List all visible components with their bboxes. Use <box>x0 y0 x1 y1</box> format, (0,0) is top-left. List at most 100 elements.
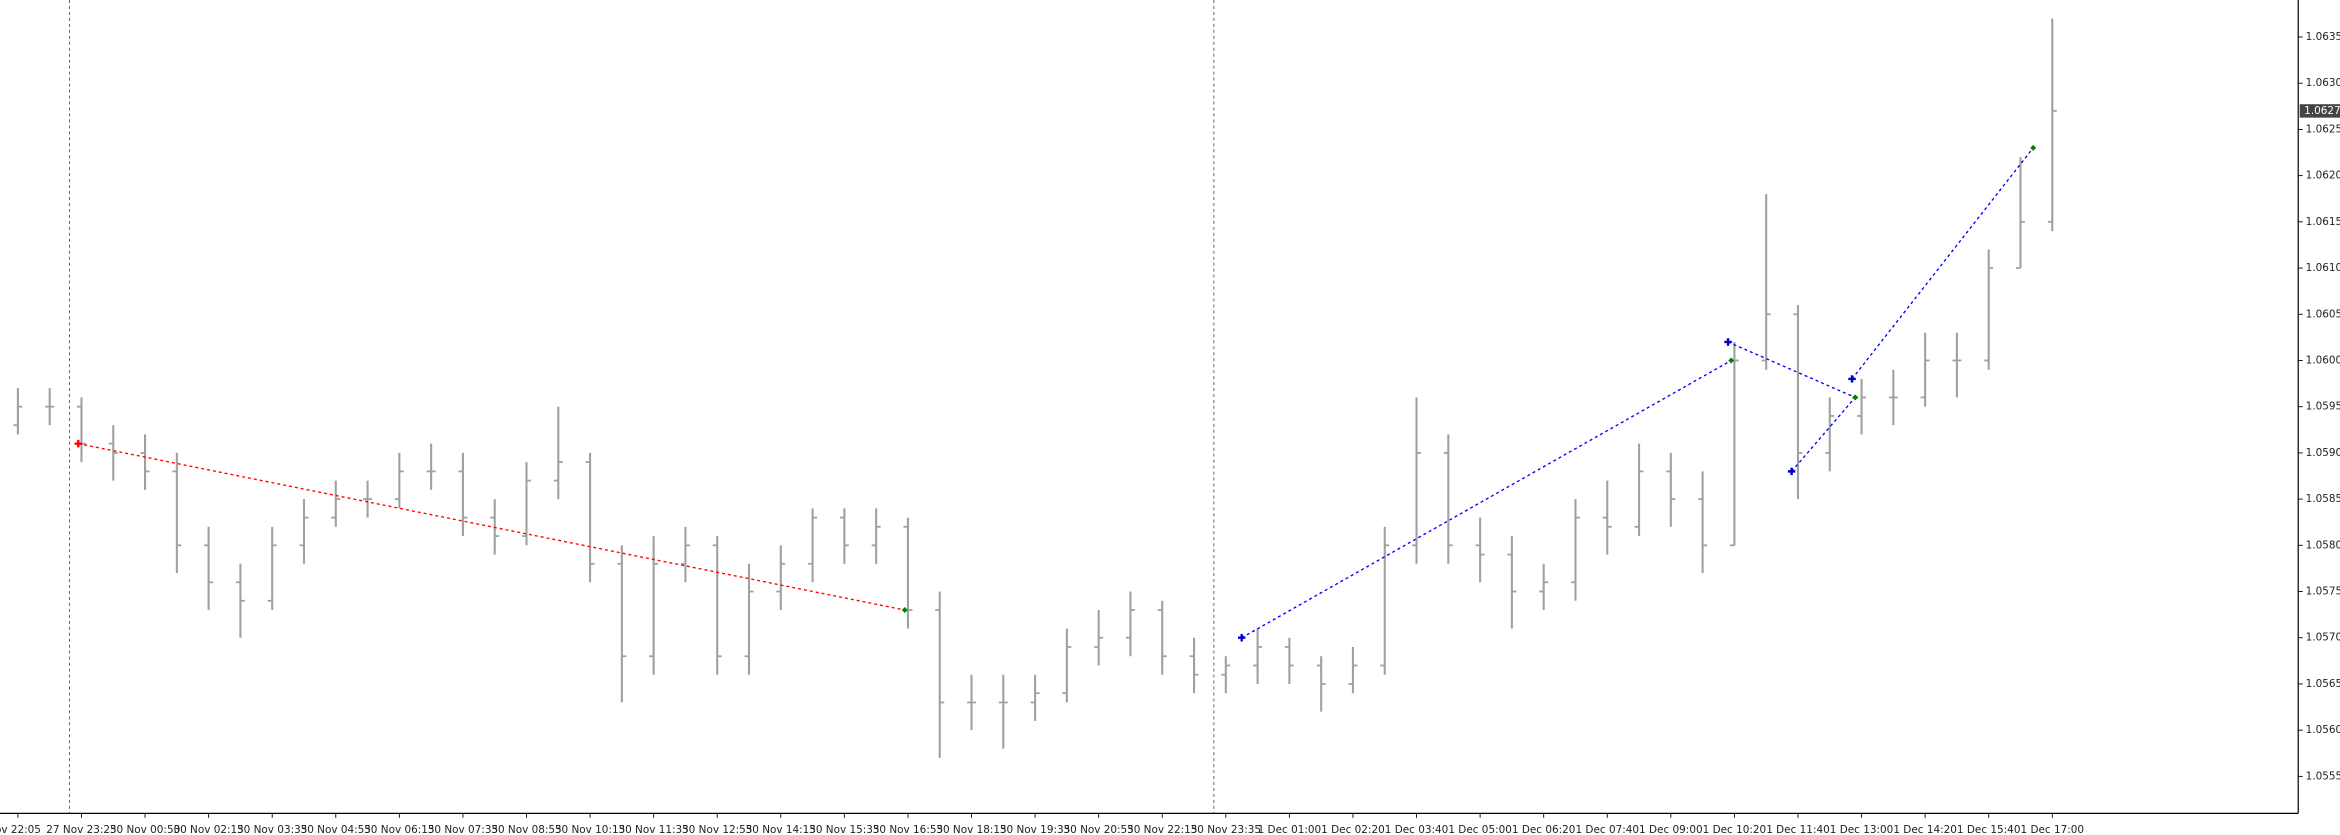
price-bar <box>77 397 86 463</box>
y-tick-label: 1.0560 <box>2306 724 2340 736</box>
price-bar <box>1221 656 1231 694</box>
trade-open-marker <box>1787 467 1796 476</box>
x-tick-label: 30 Nov 07:35 <box>428 824 498 835</box>
trade-close-marker <box>1852 394 1859 401</box>
x-tick-label: 1 Dec 15:40 <box>1957 824 2021 835</box>
price-bar <box>1125 591 1135 657</box>
price-bar <box>808 508 818 583</box>
x-tick-label: ov 22:05 <box>0 824 41 835</box>
x-tick-label: 30 Nov 02:15 <box>173 824 243 835</box>
price-bar <box>1570 499 1580 601</box>
y-tick-label: 1.0555 <box>2306 770 2340 782</box>
price-bar <box>776 545 786 611</box>
x-tick-label: 1 Dec 05:00 <box>1448 824 1512 835</box>
price-bar <box>1157 600 1167 675</box>
price-bar <box>744 563 754 675</box>
x-tick-label: 1 Dec 01:00 <box>1258 824 1322 835</box>
x-tick-label: 27 Nov 23:25 <box>46 824 116 835</box>
price-bar <box>363 480 373 518</box>
price-bar <box>1380 526 1390 675</box>
trade-open-marker <box>1724 338 1732 346</box>
y-tick-label: 1.0580 <box>2306 539 2340 551</box>
price-bar <box>1253 628 1263 684</box>
price-bar <box>1729 341 1739 547</box>
x-tick-label: 30 Nov 15:35 <box>809 824 879 835</box>
x-tick-label: 30 Nov 04:55 <box>301 824 371 835</box>
x-tick-label: 1 Dec 07:40 <box>1575 824 1639 835</box>
price-bar <box>839 508 849 564</box>
y-tick-label: 1.0610 <box>2306 262 2340 274</box>
x-tick-label: 1 Dec 17:00 <box>2020 824 2084 835</box>
price-bar <box>553 406 563 500</box>
x-tick-label: 30 Nov 19:35 <box>1000 824 1070 835</box>
x-tick-label: 30 Nov 16:55 <box>873 824 943 835</box>
x-tick-label: 30 Nov 08:55 <box>491 824 561 835</box>
price-bar <box>1602 480 1612 555</box>
x-tick-label: 30 Nov 00:50 <box>110 824 180 835</box>
price-bar <box>1189 637 1199 694</box>
trade-line <box>1727 341 1856 399</box>
price-bar <box>426 443 436 490</box>
y-tick-label: 1.0565 <box>2306 678 2340 690</box>
price-bar <box>712 536 722 675</box>
price-bar <box>1094 610 1104 666</box>
price-bar <box>1507 536 1517 629</box>
price-bar <box>172 452 182 574</box>
price-bar <box>1634 443 1644 537</box>
price-bar <box>299 499 309 564</box>
x-tick-label: 30 Nov 06:15 <box>364 824 434 835</box>
trade-open-marker <box>1848 375 1856 383</box>
price-bar <box>1316 656 1326 712</box>
y-tick-label: 1.0590 <box>2306 447 2340 459</box>
price-bar <box>998 674 1008 749</box>
price-bar <box>1952 332 1962 398</box>
price-bar <box>2016 157 2025 269</box>
price-bar <box>1412 397 1422 564</box>
price-bar <box>617 545 627 703</box>
price-bar <box>267 526 277 611</box>
price-bar <box>1539 563 1549 611</box>
price-bar <box>1475 517 1485 583</box>
x-tick-label: 1 Dec 02:20 <box>1321 824 1385 835</box>
y-tick-label: 1.0585 <box>2306 493 2340 505</box>
x-tick-label: 1 Dec 10:20 <box>1703 824 1767 835</box>
x-tick-label: 30 Nov 22:15 <box>1127 824 1197 835</box>
price-bar <box>394 452 404 509</box>
price-bar <box>1793 305 1803 500</box>
x-tick-label: 1 Dec 03:40 <box>1385 824 1449 835</box>
x-tick-label: 30 Nov 03:35 <box>237 824 307 835</box>
x-tick-label: 30 Nov 20:55 <box>1063 824 1133 835</box>
price-bar <box>1888 369 1898 426</box>
current-price-label: 1.0627 <box>2304 105 2340 117</box>
price-bar <box>967 674 976 731</box>
trade-close-marker <box>1728 357 1735 364</box>
y-tick-label: 1.0575 <box>2306 586 2340 598</box>
y-tick-label: 1.0625 <box>2306 123 2340 135</box>
y-tick-label: 1.0570 <box>2306 632 2340 644</box>
trade-open-marker <box>74 439 83 448</box>
x-tick-label: 1 Dec 11:40 <box>1766 824 1830 835</box>
price-bar <box>1825 397 1835 472</box>
price-bar <box>1062 628 1072 703</box>
price-bar <box>903 517 913 629</box>
price-bar <box>458 452 468 537</box>
price-bar <box>935 591 945 758</box>
price-bar <box>1284 637 1294 684</box>
price-bar <box>108 425 118 481</box>
price-bar <box>1698 471 1708 574</box>
trade-line <box>1791 397 1856 472</box>
price-bar <box>1348 646 1358 694</box>
y-tick-label: 1.0620 <box>2306 170 2340 182</box>
price-bar <box>1984 249 1994 370</box>
trade-line <box>1241 359 1732 639</box>
x-tick-label: 1 Dec 09:00 <box>1639 824 1703 835</box>
price-bar <box>871 508 881 564</box>
price-bar <box>204 526 214 611</box>
y-tick-label: 1.0605 <box>2306 308 2340 320</box>
y-tick-label: 1.0635 <box>2306 31 2340 43</box>
price-bar <box>585 452 595 583</box>
y-tick-label: 1.0600 <box>2306 354 2340 366</box>
price-bar <box>13 388 23 435</box>
